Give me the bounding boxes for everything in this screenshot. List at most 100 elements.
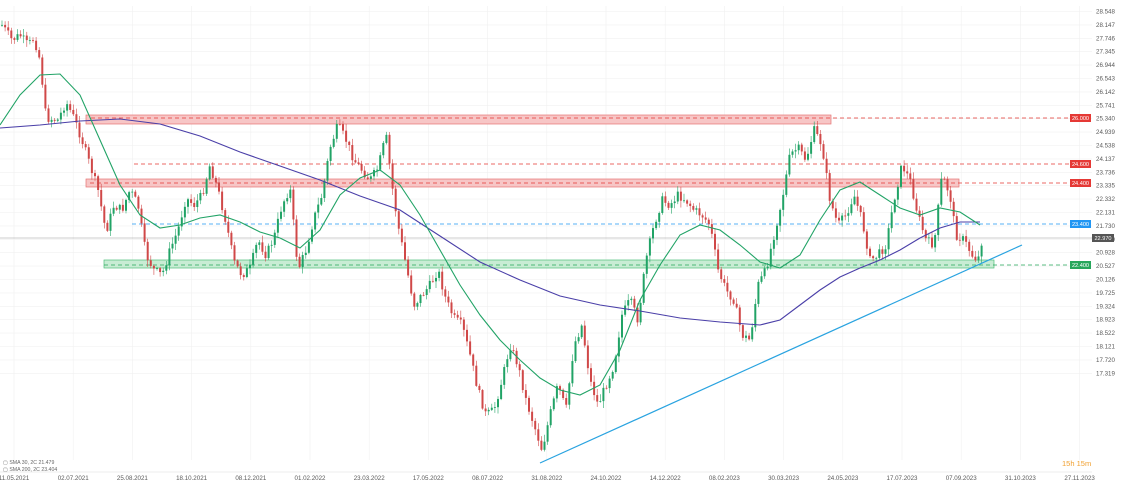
candle-body [676, 191, 679, 202]
x-tick-label: 08.07.2022 [472, 475, 504, 482]
candle-body [955, 216, 958, 240]
candle-body [177, 226, 180, 236]
candle-body [831, 200, 834, 209]
candle-body [580, 325, 583, 338]
candle-body [208, 166, 211, 180]
candle-body [627, 300, 630, 306]
candle-body [862, 212, 865, 232]
candle-body [481, 390, 484, 409]
candle-body [890, 212, 893, 229]
candle-body [84, 144, 87, 148]
candle-body [404, 242, 406, 260]
candle-body [106, 222, 109, 231]
candle-body [661, 196, 664, 214]
candle-body [242, 275, 245, 278]
candle-body [273, 232, 276, 245]
candle-body [497, 399, 499, 408]
current-price-tag-label: 22.970 [1094, 236, 1111, 242]
candle-body [611, 372, 614, 379]
candle-body [47, 108, 50, 122]
candle-body [559, 386, 561, 390]
candle-body [943, 178, 946, 180]
candle-body [655, 221, 658, 229]
price-tag-bg [1070, 179, 1091, 187]
candle-body [103, 206, 106, 223]
candle-body [394, 188, 397, 212]
candle-body [419, 294, 422, 304]
candle-body [286, 198, 289, 202]
x-tick-label: 11.05.2021 [0, 475, 30, 482]
candle-body [252, 252, 255, 265]
candle-body [35, 40, 38, 51]
price-tag-label: 24.600 [1072, 162, 1089, 168]
candle-body [552, 398, 555, 410]
price-axis[interactable]: 28.548 28.147 27.746 27.345 26.944 26.543 26.1… [1096, 9, 1115, 378]
candle-body [397, 211, 400, 229]
candle-body [931, 237, 933, 248]
candle-body [183, 206, 186, 218]
candles [1, 20, 983, 452]
candle-body [94, 173, 96, 177]
candle-body [782, 194, 785, 210]
candle-body [400, 228, 403, 243]
candle-body [227, 221, 230, 233]
candle-body [881, 249, 884, 254]
grid [0, 6, 1092, 460]
y-tick-label: 24.939 [1096, 129, 1115, 136]
y-tick-label: 20.928 [1096, 250, 1115, 257]
candle-body [357, 162, 360, 164]
candle-body [69, 104, 72, 110]
candle-body [772, 239, 775, 249]
y-tick-label: 17.319 [1096, 370, 1115, 377]
candle-body [205, 179, 208, 194]
y-tick-label: 25.340 [1096, 116, 1115, 123]
candle-body [295, 219, 298, 257]
candle-body [174, 235, 177, 244]
candle-body [78, 122, 81, 138]
candle-body [875, 257, 878, 259]
candle-body [803, 151, 806, 160]
candle-body [574, 341, 577, 362]
x-tick-label: 30.03.2023 [768, 475, 800, 482]
y-tick-label: 19.324 [1096, 303, 1115, 310]
price-tag-bg [1070, 114, 1091, 122]
candle-body [893, 199, 896, 213]
candle-body [673, 201, 676, 204]
trendline[interactable] [539, 244, 1023, 464]
y-tick-label: 24.538 [1096, 143, 1115, 150]
candle-body [121, 204, 124, 211]
candle-body [441, 271, 444, 290]
candle-body [503, 367, 506, 385]
candle-body [190, 199, 193, 203]
candle-body [878, 249, 881, 258]
candle-body [810, 142, 813, 154]
y-tick-label: 24.137 [1096, 156, 1115, 163]
candle-body [56, 119, 59, 121]
candle-body [707, 219, 710, 225]
x-tick-label: 07.09.2023 [946, 475, 978, 482]
candle-body [149, 260, 152, 266]
candle-body [87, 147, 90, 159]
candle-body [307, 241, 310, 253]
candle-body [1, 24, 3, 26]
candle-body [314, 212, 317, 230]
candle-body [366, 177, 369, 179]
x-tick-label: 23.03.2022 [354, 475, 386, 482]
y-tick-label: 28.147 [1096, 22, 1115, 29]
candle-body [444, 289, 447, 297]
candle-body [298, 256, 301, 267]
candle-body [639, 302, 642, 323]
time-axis[interactable]: 11.05.2021 02.07.2021 25.08.2021 18.10.2021… [0, 471, 1095, 482]
candle-body [741, 325, 744, 338]
candle-body [38, 50, 41, 58]
candle-body [493, 407, 496, 408]
candle-body [521, 370, 524, 391]
candle-body [599, 401, 602, 402]
candle-body [112, 207, 115, 214]
candle-body [608, 378, 611, 389]
candle-body [745, 335, 747, 338]
candle-body [977, 256, 980, 261]
x-tick-label: 31.08.2022 [531, 475, 563, 482]
candle-body [236, 260, 239, 267]
